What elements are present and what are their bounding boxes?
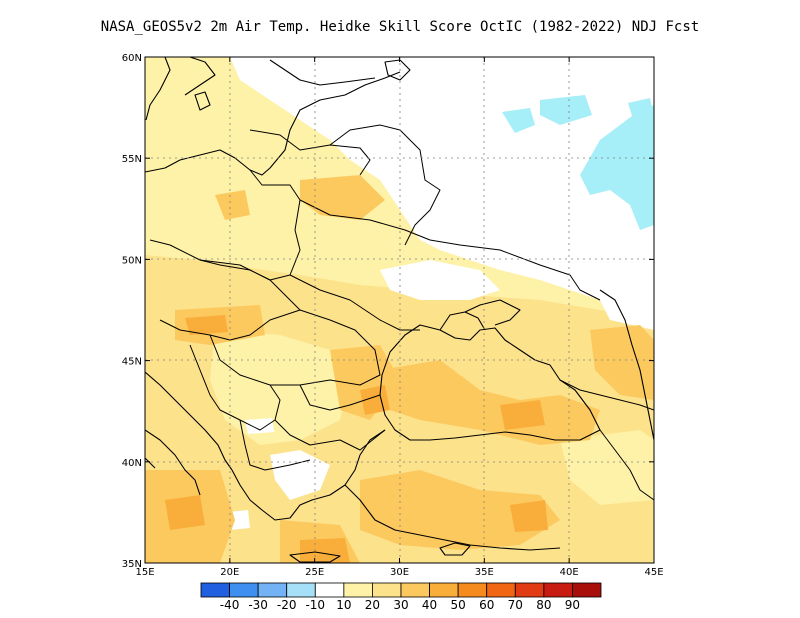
colorbar-label: 60: [479, 598, 494, 612]
coast-italy: [145, 429, 201, 496]
colorbar-swatch: [314, 582, 345, 598]
lat-tick-label: 55N: [122, 154, 142, 165]
region-negative-north-2: [502, 108, 535, 133]
region-white-hungary-spot: [245, 418, 274, 434]
region-white-ne: [230, 57, 654, 330]
lake-ladoga: [384, 59, 411, 81]
coast-gotland: [194, 91, 211, 111]
colorbar-label: -10: [305, 598, 325, 612]
country-borders: [149, 124, 654, 501]
colorbar-swatch: [257, 582, 288, 598]
region-negative-east: [580, 105, 654, 230]
region-orange-turkey: [360, 470, 560, 550]
colorbar-label: -40: [220, 598, 240, 612]
region-dark-west: [165, 495, 205, 530]
colorbar-swatch: [229, 582, 259, 598]
colorbar-swatch: [514, 582, 545, 598]
colorbar-label: -30: [248, 598, 268, 612]
lat-tick-label: 35N: [122, 559, 142, 570]
region-dark-blacksea: [500, 400, 545, 430]
colorbar-swatch: [457, 582, 488, 598]
colorbar-swatch: [343, 582, 373, 598]
coast-caspian: [599, 289, 654, 441]
colorbar-swatch: [372, 582, 402, 598]
region-dark-south: [300, 538, 350, 563]
lon-tick-label: 40E: [560, 567, 579, 578]
region-orange-caucasus: [590, 325, 654, 400]
lat-tick-label: 45N: [122, 357, 142, 368]
colorbar-label: 40: [422, 598, 437, 612]
coast-azov: [464, 299, 521, 326]
lon-tick-label: 20E: [220, 567, 239, 578]
region-white-ukraine: [380, 260, 500, 300]
colorbar-swatch: [400, 582, 430, 598]
skill-shading: [145, 57, 654, 563]
coast-sweden: [145, 57, 216, 121]
region-white-greece: [270, 450, 330, 500]
lon-tick-label: 15E: [135, 567, 154, 578]
colorbar-label: 20: [365, 598, 380, 612]
coast-turkey-south: [344, 484, 561, 551]
colorbar-swatch: [543, 582, 573, 598]
region-dark-romania: [360, 385, 390, 415]
region-negative-north-3: [628, 98, 654, 122]
coast-adriatic: [145, 371, 233, 471]
coast-gulf-finland: [269, 59, 376, 86]
axis-ticks: 15E 20E 25E 30E 35E 40E 45E 35N 40N 45N 50N 55N 60N: [122, 53, 664, 578]
lat-tick-label: 40N: [122, 458, 142, 469]
coast-baltic: [145, 71, 401, 176]
colorbar: -40 -30 -20 -10 10 20 30 40 50 60 70 80 90: [200, 582, 602, 612]
region-light-turkey-east: [560, 430, 654, 505]
region-negative-north-1: [540, 95, 592, 125]
region-dark-turkey: [510, 500, 548, 532]
coast-black-sea: [379, 324, 601, 441]
region-orange-poland: [215, 190, 250, 220]
lon-tick-label: 35E: [475, 567, 494, 578]
colorbar-swatch: [429, 582, 459, 598]
lon-tick-label: 25E: [305, 567, 324, 578]
colorbar-swatch: [200, 582, 230, 598]
map-title: NASA_GEOS5v2 2m Air Temp. Heidke Skill S…: [100, 19, 700, 35]
lon-tick-label: 30E: [390, 567, 409, 578]
coast-cyprus: [439, 542, 471, 556]
lon-tick-label: 45E: [644, 567, 663, 578]
region-dark-hungary: [185, 315, 228, 335]
lat-tick-label: 60N: [122, 53, 142, 64]
colorbar-label: 70: [508, 598, 523, 612]
gridlines: [145, 57, 654, 563]
region-orange-blacksea: [380, 360, 600, 445]
colorbar-label: 30: [393, 598, 408, 612]
coast-greece: [231, 429, 386, 521]
colorbar-label: -20: [277, 598, 297, 612]
colorbar-swatch: [486, 582, 516, 598]
region-orange-belarus: [300, 175, 385, 220]
lat-tick-label: 50N: [122, 255, 142, 266]
colorbar-label: 90: [565, 598, 580, 612]
colorbar-label: 10: [336, 598, 351, 612]
colorbar-swatch: [286, 582, 316, 598]
colorbar-swatch: [572, 582, 602, 598]
coast-crete: [289, 551, 341, 563]
colorbar-label: 50: [451, 598, 466, 612]
coastlines-borders: [145, 57, 654, 563]
colorbar-label: 80: [536, 598, 551, 612]
